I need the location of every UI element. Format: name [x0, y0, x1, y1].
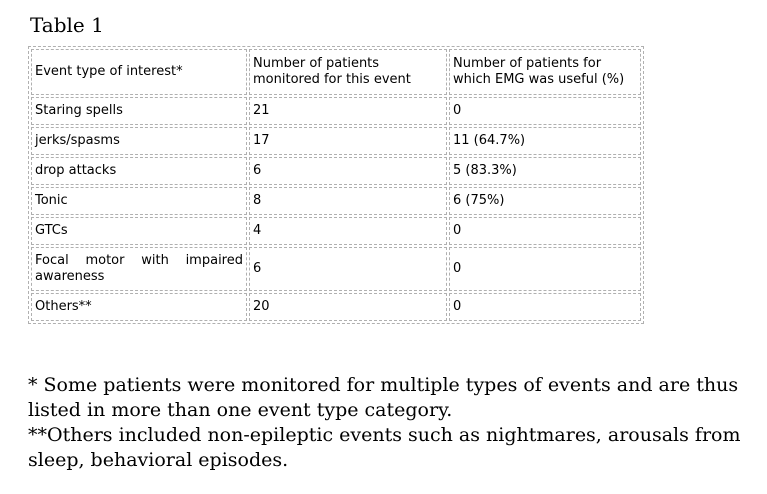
footnote-asterisk: * Some patients were monitored for multi… [28, 374, 739, 421]
cell-monitored: 20 [249, 293, 447, 321]
cell-event-type: GTCs [31, 217, 247, 245]
page: Table 1 Event type of interest* Number o… [28, 13, 750, 473]
cell-useful: 0 [449, 217, 641, 245]
header-row: Event type of interest* Number of patien… [31, 49, 641, 95]
cell-monitored: 6 [249, 247, 447, 291]
header-event-type: Event type of interest* [31, 49, 247, 95]
cell-monitored: 17 [249, 127, 447, 155]
cell-event-type: drop attacks [31, 157, 247, 185]
table-row: GTCs 4 0 [31, 217, 641, 245]
cell-useful: 6 (75%) [449, 187, 641, 215]
cell-event-type: Focal motor with impaired awareness [31, 247, 247, 291]
cell-event-type: Staring spells [31, 97, 247, 125]
cell-monitored: 21 [249, 97, 447, 125]
cell-useful: 5 (83.3%) [449, 157, 641, 185]
footnote-double-asterisk: **Others included non-epileptic events s… [28, 424, 741, 471]
cell-useful: 0 [449, 293, 641, 321]
table-row: Focal motor with impaired awareness 6 0 [31, 247, 641, 291]
cell-monitored: 4 [249, 217, 447, 245]
header-emg-useful: Number of patients for which EMG was use… [449, 49, 641, 95]
table-row: drop attacks 6 5 (83.3%) [31, 157, 641, 185]
header-patients-monitored: Number of patients monitored for this ev… [249, 49, 447, 95]
cell-monitored: 8 [249, 187, 447, 215]
cell-monitored: 6 [249, 157, 447, 185]
cell-useful: 11 (64.7%) [449, 127, 641, 155]
table-row: Tonic 8 6 (75%) [31, 187, 641, 215]
footnotes: * Some patients were monitored for multi… [28, 373, 750, 473]
table-title: Table 1 [30, 13, 104, 37]
table-row: jerks/spasms 17 11 (64.7%) [31, 127, 641, 155]
cell-useful: 0 [449, 247, 641, 291]
cell-event-type: jerks/spasms [31, 127, 247, 155]
events-table: Event type of interest* Number of patien… [28, 46, 644, 324]
cell-event-type: Others** [31, 293, 247, 321]
cell-useful: 0 [449, 97, 641, 125]
cell-event-type: Tonic [31, 187, 247, 215]
table-row: Staring spells 21 0 [31, 97, 641, 125]
table-row: Others** 20 0 [31, 293, 641, 321]
